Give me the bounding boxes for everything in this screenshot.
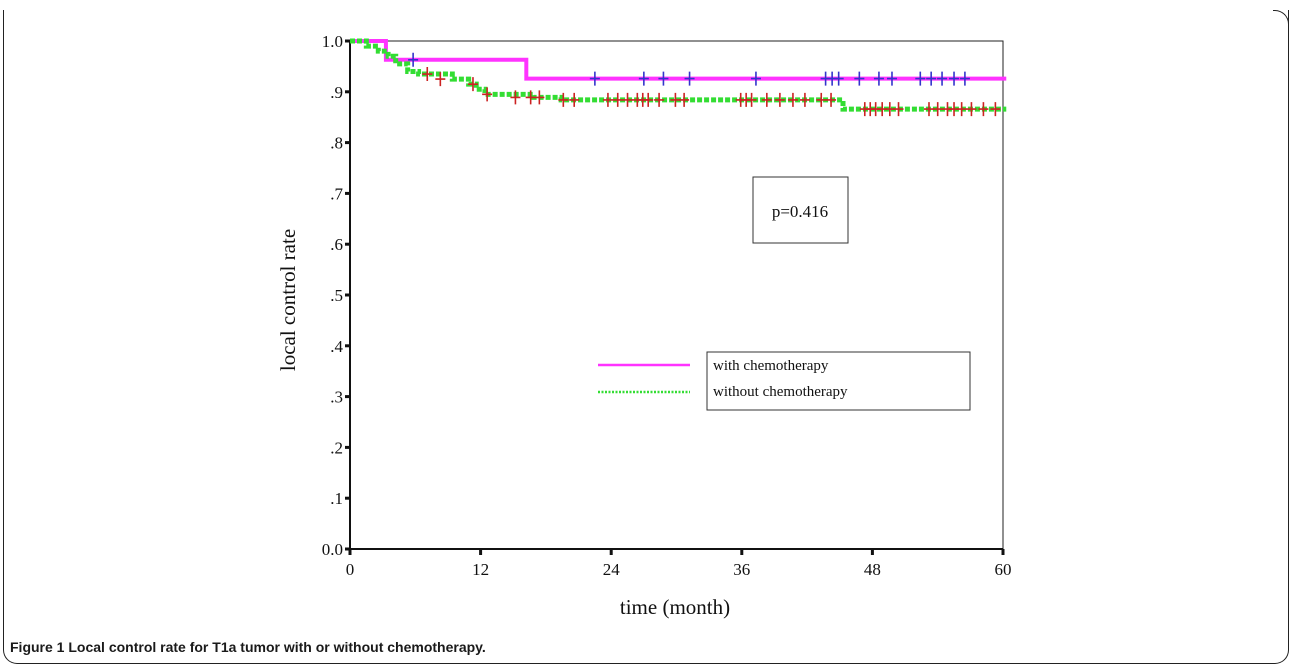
- chart-axes: 0.0 .1 .2 .3 .4 .5 .6 .7 .8 .9 1.0 0 12 24 36 48 60: [322, 32, 1012, 579]
- censor-mark-without-chemotherapy: [569, 92, 580, 107]
- censor-mark-with-chemotherapy: [926, 71, 937, 86]
- y-tick-label: .2: [330, 438, 343, 457]
- x-tick-label: 48: [864, 560, 881, 579]
- censor-mark-with-chemotherapy: [873, 71, 884, 86]
- censor-mark-without-chemotherapy: [826, 92, 837, 107]
- censor-mark-without-chemotherapy: [654, 92, 665, 107]
- censor-mark-with-chemotherapy: [589, 71, 600, 86]
- legend: with chemotherapy without chemotherapy: [598, 351, 971, 411]
- y-axis-label: local control rate: [276, 229, 300, 371]
- censor-mark-with-chemotherapy: [833, 71, 844, 86]
- chart-series: [350, 38, 1007, 112]
- censor-mark-without-chemotherapy: [956, 102, 967, 117]
- censor-mark-without-chemotherapy: [966, 102, 977, 117]
- x-tick-label: 12: [472, 560, 489, 579]
- censor-mark-without-chemotherapy: [534, 90, 545, 105]
- censor-mark-without-chemotherapy: [558, 92, 569, 107]
- censor-mark-without-chemotherapy: [816, 92, 827, 107]
- censor-mark-with-chemotherapy: [658, 71, 669, 86]
- x-tick-label: 24: [603, 560, 621, 579]
- censor-mark-with-chemotherapy: [959, 71, 970, 86]
- y-tick-label: .8: [330, 134, 343, 153]
- figure-frame: [3, 10, 1289, 664]
- figure-caption: Figure 1 Local control rate for T1a tumo…: [10, 639, 486, 655]
- censor-mark-without-chemotherapy: [746, 92, 757, 107]
- censor-mark-without-chemotherapy: [670, 92, 681, 107]
- y-tick-label: .4: [330, 337, 343, 356]
- censor-mark-without-chemotherapy: [884, 102, 895, 117]
- censor-mark-without-chemotherapy: [467, 77, 478, 92]
- censor-mark-without-chemotherapy: [990, 102, 1001, 117]
- censor-mark-without-chemotherapy: [622, 92, 633, 107]
- censor-mark-without-chemotherapy: [602, 92, 613, 107]
- censor-mark-without-chemotherapy: [679, 92, 690, 107]
- p-value-box: p=0.416: [752, 176, 849, 244]
- censor-mark-with-chemotherapy: [638, 71, 649, 86]
- x-tick-label: 36: [733, 560, 750, 579]
- legend-label-without-chemotherapy: without chemotherapy: [713, 384, 848, 400]
- y-tick-label: .7: [330, 184, 343, 203]
- y-tick-label: .6: [330, 235, 343, 254]
- x-axis-label: time (month): [620, 595, 730, 619]
- censor-mark-without-chemotherapy: [422, 67, 433, 82]
- y-tick-label: .9: [330, 83, 343, 102]
- series-line-with-chemotherapy: [350, 39, 1007, 81]
- censor-mark-without-chemotherapy: [799, 92, 810, 107]
- figure-caption-label: Figure 1: [10, 639, 65, 655]
- censor-mark-with-chemotherapy: [886, 71, 897, 86]
- figure-caption-text: Local control rate for T1a tumor with or…: [68, 639, 486, 655]
- censor-mark-without-chemotherapy: [525, 90, 536, 105]
- y-tick-label: .3: [330, 388, 343, 407]
- censor-mark-without-chemotherapy: [893, 102, 904, 117]
- censor-mark-without-chemotherapy: [761, 92, 772, 107]
- y-tick-label: .5: [330, 286, 343, 305]
- censor-mark-without-chemotherapy: [787, 92, 798, 107]
- p-value-text: p=0.416: [772, 202, 828, 221]
- censor-mark-with-chemotherapy: [949, 71, 960, 86]
- y-tick-label: .1: [330, 489, 343, 508]
- censor-mark-without-chemotherapy: [612, 92, 623, 107]
- y-tick-label: 1.0: [322, 32, 343, 51]
- censor-mark-without-chemotherapy: [435, 72, 446, 87]
- censor-mark-without-chemotherapy: [774, 92, 785, 107]
- x-tick-label: 0: [346, 560, 355, 579]
- censor-mark-without-chemotherapy: [923, 102, 934, 117]
- censor-mark-without-chemotherapy: [482, 87, 493, 102]
- censor-mark-with-chemotherapy: [684, 71, 695, 86]
- censor-mark-without-chemotherapy: [510, 90, 521, 105]
- censor-mark-with-chemotherapy: [915, 71, 926, 86]
- plot-area-frame: [349, 40, 1004, 550]
- x-tick-label: 60: [995, 560, 1012, 579]
- censor-mark-without-chemotherapy: [932, 102, 943, 117]
- censor-mark-with-chemotherapy: [408, 52, 419, 67]
- censor-mark-without-chemotherapy: [643, 92, 654, 107]
- censor-mark-without-chemotherapy: [978, 102, 989, 117]
- chart-censor-marks: [408, 52, 1001, 117]
- censor-mark-with-chemotherapy: [937, 71, 948, 86]
- y-tick-label: 0.0: [322, 540, 343, 559]
- legend-label-with-chemotherapy: with chemotherapy: [713, 358, 829, 374]
- censor-mark-with-chemotherapy: [750, 71, 761, 86]
- series-line-without-chemotherapy: [350, 38, 1007, 112]
- censor-mark-with-chemotherapy: [854, 71, 865, 86]
